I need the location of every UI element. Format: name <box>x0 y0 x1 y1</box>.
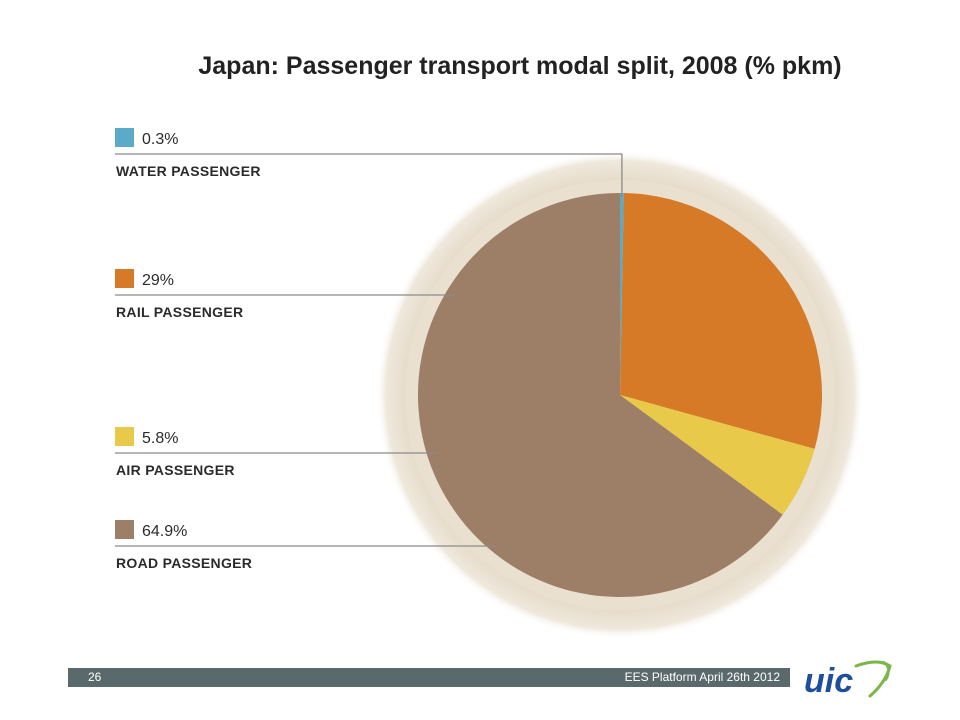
legend-value: 5.8% <box>142 430 178 447</box>
legend-swatch <box>115 269 134 288</box>
legend-value: 64.9% <box>142 523 187 540</box>
legend-label: WATER PASSENGER <box>116 163 261 179</box>
pie-slice-water-passenger <box>620 193 624 395</box>
legend-swatch <box>115 128 134 147</box>
pie-slice-rail-passenger <box>620 193 822 449</box>
chart-title: Japan: Passenger transport modal split, … <box>198 52 842 80</box>
page-number: 26 <box>88 670 102 684</box>
pie-slice-road-passenger <box>418 193 783 597</box>
legend-swatch <box>115 520 134 539</box>
uic-logo: uic <box>804 660 892 700</box>
legend-value: 29% <box>142 272 174 289</box>
legend-label: AIR PASSENGER <box>116 462 235 478</box>
footer-bar: 26 EES Platform April 26th 2012 <box>68 668 790 687</box>
legend-label: RAIL PASSENGER <box>116 304 243 320</box>
logo-text: uic <box>804 662 853 700</box>
pie-chart: 0.3% WATER PASSENGER 29% RAIL PASSENGER 5.8%… <box>115 128 864 639</box>
pie-slice-air-passenger <box>620 395 815 515</box>
event-label: EES Platform April 26th 2012 <box>624 670 780 684</box>
legend-label: ROAD PASSENGER <box>116 555 252 571</box>
leader-line <box>115 153 623 197</box>
legend-swatch <box>115 427 134 446</box>
legend-value: 0.3% <box>142 131 178 148</box>
